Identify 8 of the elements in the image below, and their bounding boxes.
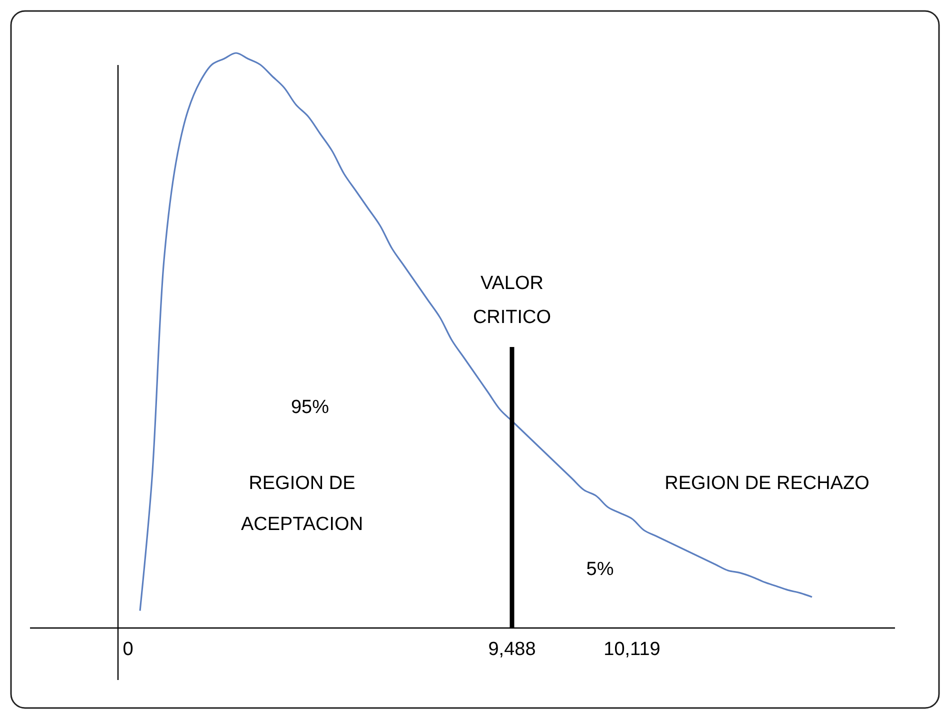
annotation: REGION DE ACEPTACION <box>240 473 364 535</box>
annotation: REGION DE RECHAZO <box>664 473 870 494</box>
x-tick-label: 9,488 <box>488 639 536 660</box>
x-tick-label: 10,119 <box>604 639 660 660</box>
x-tick-label: 0 <box>122 639 134 660</box>
annotation: 5% <box>586 559 614 580</box>
annotation: 95% <box>290 397 330 418</box>
ref-line-label: VALOR CRITICO <box>472 273 552 328</box>
